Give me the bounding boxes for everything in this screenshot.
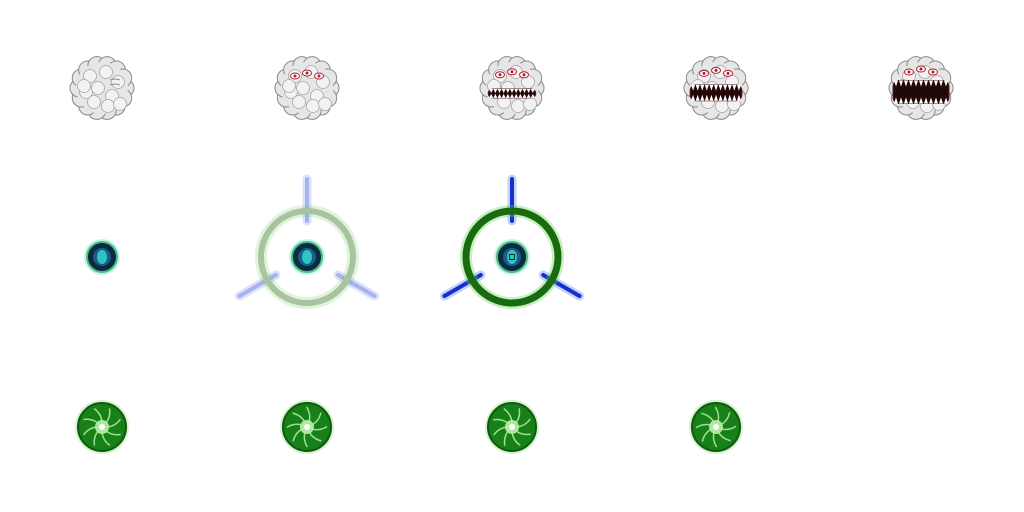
green-energy-orb-frame-3 [410, 341, 614, 511]
rock-eyes [699, 66, 734, 77]
green-energy-orb-frame-2 [205, 341, 409, 511]
rock-eyes [494, 68, 529, 79]
green-energy-orb-frame-1 [0, 341, 204, 511]
reticle-ring [459, 204, 564, 309]
rock-monster-frame-5 [819, 0, 1023, 170]
rock-mouth [487, 88, 536, 99]
green-energy-orb-frame-4 [614, 341, 818, 511]
rock-body [69, 56, 135, 120]
rock-monster-frame-1 [0, 0, 204, 170]
target-reticle-frame-3 [410, 171, 614, 341]
rock-monster-frame-3 [410, 0, 614, 170]
reticle-core [288, 238, 325, 275]
rock-monster-frame-2 [205, 0, 409, 170]
reticle-ring [254, 204, 359, 309]
rock-eyes [289, 69, 324, 80]
orb-body [484, 400, 539, 455]
rock-mouth [689, 84, 743, 102]
target-reticle-frame-2 [205, 171, 409, 341]
rock-eyes [904, 65, 939, 76]
orb-body [279, 400, 334, 455]
orb-body [689, 400, 744, 455]
rock-body [274, 56, 340, 120]
reticle-core [493, 238, 530, 275]
rock-mouth [892, 80, 950, 104]
rock-monster-frame-4 [614, 0, 818, 170]
rock-body [479, 56, 545, 120]
reticle-core [84, 238, 120, 275]
orb-body [75, 400, 129, 455]
target-reticle-frame-1 [0, 171, 204, 341]
